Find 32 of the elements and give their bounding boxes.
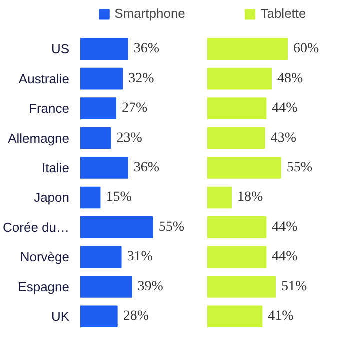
data-label: 27% <box>122 101 148 116</box>
data-label: 18% <box>238 190 264 206</box>
y-tick-label: Allemagne <box>8 130 70 146</box>
data-label: 55% <box>158 220 185 235</box>
data-label: 31% <box>127 250 154 265</box>
y-tick-label: UK <box>51 309 70 324</box>
y-tick-label: US <box>51 42 70 57</box>
data-label: 60% <box>294 42 320 57</box>
data-label: 36% <box>134 160 160 176</box>
y-tick-label: Espagne <box>18 279 70 294</box>
data-label: 55% <box>286 160 313 176</box>
legend-label: Smartphone <box>114 6 186 21</box>
data-label: 48% <box>278 71 304 86</box>
data-label: 39% <box>138 279 164 294</box>
data-label: 51% <box>282 279 308 294</box>
data-label: 28% <box>123 309 150 324</box>
data-label: 23% <box>116 130 143 146</box>
data-label: 15% <box>106 190 132 206</box>
data-label: 32% <box>128 71 155 86</box>
data-label: 44% <box>272 250 298 265</box>
data-label: 44% <box>272 101 298 116</box>
y-tick-label: Norvège <box>20 250 70 265</box>
data-label: 36% <box>134 42 160 57</box>
y-tick-label: France <box>29 101 70 116</box>
data-label: 44% <box>272 220 298 235</box>
data-label: 41% <box>268 309 294 324</box>
y-tick-label: Australie <box>18 71 70 86</box>
legend-label: Tablette <box>260 6 306 21</box>
y-tick-label: Corée du… <box>3 220 70 235</box>
y-tick-label: Japon <box>34 190 70 206</box>
data-label: 43% <box>270 130 297 146</box>
y-tick-label: Italie <box>42 160 70 176</box>
